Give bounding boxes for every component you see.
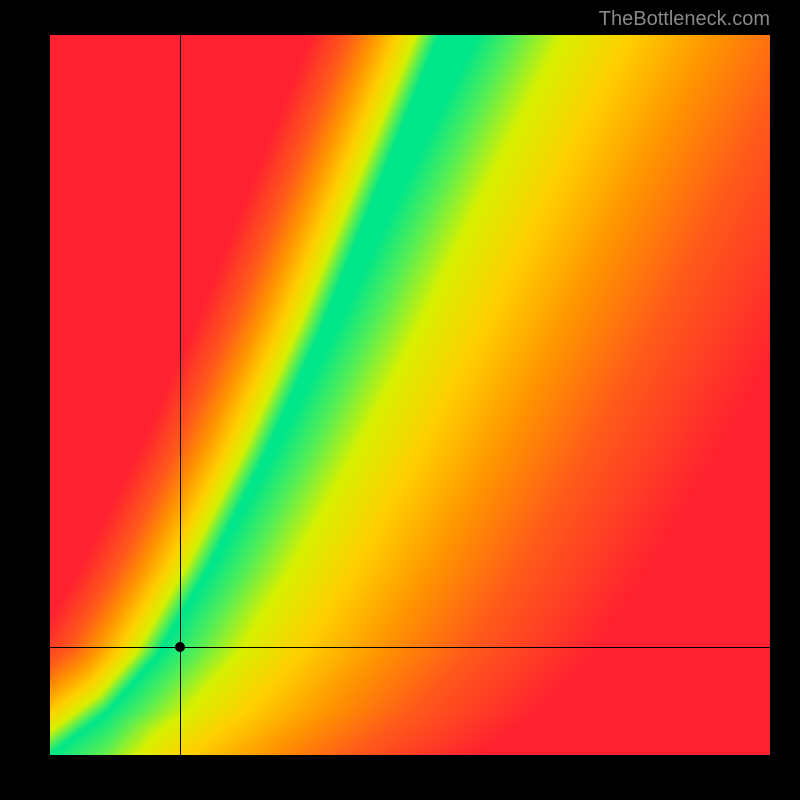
watermark-text: TheBottleneck.com	[599, 8, 770, 31]
heatmap-chart	[50, 35, 770, 755]
crosshair-horizontal	[50, 647, 770, 648]
crosshair-marker	[175, 642, 185, 652]
